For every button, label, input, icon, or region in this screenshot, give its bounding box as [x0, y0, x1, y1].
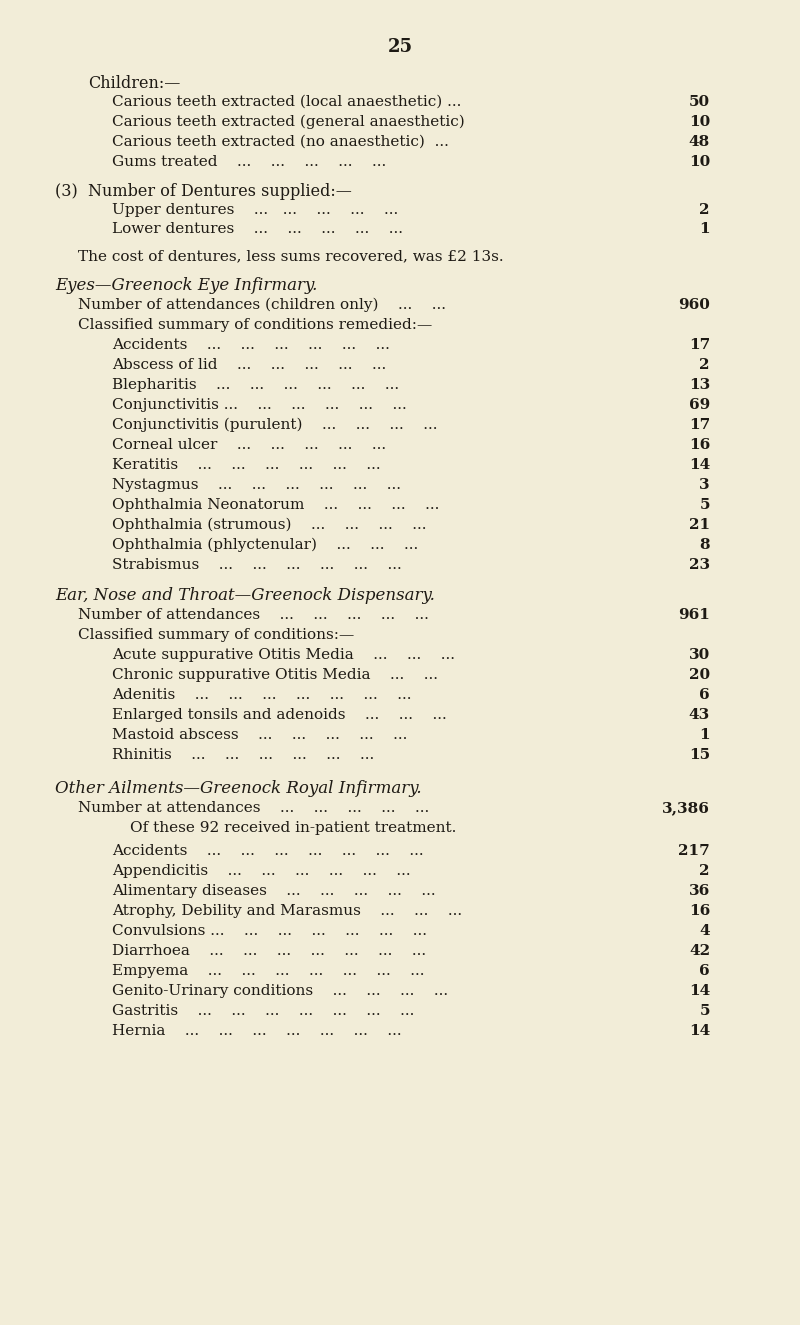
Text: Strabismus    ...    ...    ...    ...    ...    ...: Strabismus ... ... ... ... ... ... [112, 558, 402, 572]
Text: 6: 6 [699, 688, 710, 702]
Text: 69: 69 [689, 398, 710, 412]
Text: Conjunctivitis ...    ...    ...    ...    ...    ...: Conjunctivitis ... ... ... ... ... ... [112, 398, 406, 412]
Text: Keratitis    ...    ...    ...    ...    ...    ...: Keratitis ... ... ... ... ... ... [112, 458, 381, 472]
Text: Carious teeth extracted (no anaesthetic)  ...: Carious teeth extracted (no anaesthetic)… [112, 135, 449, 148]
Text: 5: 5 [699, 1004, 710, 1018]
Text: 25: 25 [387, 38, 413, 56]
Text: Gastritis    ...    ...    ...    ...    ...    ...    ...: Gastritis ... ... ... ... ... ... ... [112, 1004, 414, 1018]
Text: 15: 15 [689, 749, 710, 762]
Text: 8: 8 [699, 538, 710, 553]
Text: 50: 50 [689, 95, 710, 109]
Text: Accidents    ...    ...    ...    ...    ...    ...    ...: Accidents ... ... ... ... ... ... ... [112, 844, 424, 859]
Text: 36: 36 [689, 884, 710, 898]
Text: 13: 13 [689, 378, 710, 392]
Text: Number of attendances (children only)    ...    ...: Number of attendances (children only) ..… [78, 298, 446, 313]
Text: Adenitis    ...    ...    ...    ...    ...    ...    ...: Adenitis ... ... ... ... ... ... ... [112, 688, 411, 702]
Text: Other Ailments—Greenock Royal Infirmary.: Other Ailments—Greenock Royal Infirmary. [55, 780, 422, 798]
Text: Classified summary of conditions:—: Classified summary of conditions:— [78, 628, 354, 643]
Text: Eyes—Greenock Eye Infirmary.: Eyes—Greenock Eye Infirmary. [55, 277, 318, 294]
Text: Appendicitis    ...    ...    ...    ...    ...    ...: Appendicitis ... ... ... ... ... ... [112, 864, 410, 878]
Text: Lower dentures    ...    ...    ...    ...    ...: Lower dentures ... ... ... ... ... [112, 223, 403, 236]
Text: 3,386: 3,386 [662, 802, 710, 815]
Text: 4: 4 [699, 924, 710, 938]
Text: 2: 2 [699, 864, 710, 878]
Text: 14: 14 [689, 984, 710, 998]
Text: 16: 16 [689, 904, 710, 918]
Text: 21: 21 [689, 518, 710, 533]
Text: Rhinitis    ...    ...    ...    ...    ...    ...: Rhinitis ... ... ... ... ... ... [112, 749, 374, 762]
Text: 14: 14 [689, 458, 710, 472]
Text: Accidents    ...    ...    ...    ...    ...    ...: Accidents ... ... ... ... ... ... [112, 338, 390, 352]
Text: Ophthalmia (phlyctenular)    ...    ...    ...: Ophthalmia (phlyctenular) ... ... ... [112, 538, 418, 553]
Text: Upper dentures    ...   ...    ...    ...    ...: Upper dentures ... ... ... ... ... [112, 203, 398, 217]
Text: Hernia    ...    ...    ...    ...    ...    ...    ...: Hernia ... ... ... ... ... ... ... [112, 1024, 402, 1037]
Text: Corneal ulcer    ...    ...    ...    ...    ...: Corneal ulcer ... ... ... ... ... [112, 439, 386, 452]
Text: Gums treated    ...    ...    ...    ...    ...: Gums treated ... ... ... ... ... [112, 155, 386, 170]
Text: Abscess of lid    ...    ...    ...    ...    ...: Abscess of lid ... ... ... ... ... [112, 358, 386, 372]
Text: 16: 16 [689, 439, 710, 452]
Text: 30: 30 [689, 648, 710, 662]
Text: 10: 10 [689, 155, 710, 170]
Text: Ophthalmia Neonatorum    ...    ...    ...    ...: Ophthalmia Neonatorum ... ... ... ... [112, 498, 439, 511]
Text: 3: 3 [699, 478, 710, 492]
Text: Alimentary diseases    ...    ...    ...    ...    ...: Alimentary diseases ... ... ... ... ... [112, 884, 436, 898]
Text: Mastoid abscess    ...    ...    ...    ...    ...: Mastoid abscess ... ... ... ... ... [112, 727, 407, 742]
Text: (3)  Number of Dentures supplied:—: (3) Number of Dentures supplied:— [55, 183, 352, 200]
Text: Carious teeth extracted (general anaesthetic): Carious teeth extracted (general anaesth… [112, 115, 465, 130]
Text: 961: 961 [678, 608, 710, 621]
Text: 960: 960 [678, 298, 710, 311]
Text: 1: 1 [699, 727, 710, 742]
Text: Children:—: Children:— [88, 76, 180, 91]
Text: 17: 17 [689, 417, 710, 432]
Text: Diarrhoea    ...    ...    ...    ...    ...    ...    ...: Diarrhoea ... ... ... ... ... ... ... [112, 943, 426, 958]
Text: 14: 14 [689, 1024, 710, 1037]
Text: 10: 10 [689, 115, 710, 129]
Text: 1: 1 [699, 223, 710, 236]
Text: Chronic suppurative Otitis Media    ...    ...: Chronic suppurative Otitis Media ... ... [112, 668, 438, 682]
Text: Number of attendances    ...    ...    ...    ...    ...: Number of attendances ... ... ... ... ..… [78, 608, 429, 621]
Text: Conjunctivitis (purulent)    ...    ...    ...    ...: Conjunctivitis (purulent) ... ... ... ..… [112, 417, 438, 432]
Text: Carious teeth extracted (local anaesthetic) ...: Carious teeth extracted (local anaesthet… [112, 95, 462, 109]
Text: Enlarged tonsils and adenoids    ...    ...    ...: Enlarged tonsils and adenoids ... ... ..… [112, 708, 446, 722]
Text: Genito-Urinary conditions    ...    ...    ...    ...: Genito-Urinary conditions ... ... ... ..… [112, 984, 448, 998]
Text: 217: 217 [678, 844, 710, 859]
Text: Ophthalmia (strumous)    ...    ...    ...    ...: Ophthalmia (strumous) ... ... ... ... [112, 518, 426, 533]
Text: The cost of dentures, less sums recovered, was £2 13s.: The cost of dentures, less sums recovere… [78, 249, 504, 262]
Text: Ear, Nose and Throat—Greenock Dispensary.: Ear, Nose and Throat—Greenock Dispensary… [55, 587, 435, 604]
Text: Empyema    ...    ...    ...    ...    ...    ...    ...: Empyema ... ... ... ... ... ... ... [112, 965, 425, 978]
Text: Number at attendances    ...    ...    ...    ...    ...: Number at attendances ... ... ... ... ..… [78, 802, 430, 815]
Text: Of these 92 received in-patient treatment.: Of these 92 received in-patient treatmen… [130, 822, 456, 835]
Text: Acute suppurative Otitis Media    ...    ...    ...: Acute suppurative Otitis Media ... ... .… [112, 648, 455, 662]
Text: 23: 23 [689, 558, 710, 572]
Text: Nystagmus    ...    ...    ...    ...    ...    ...: Nystagmus ... ... ... ... ... ... [112, 478, 401, 492]
Text: 48: 48 [689, 135, 710, 148]
Text: 6: 6 [699, 965, 710, 978]
Text: Classified summary of conditions remedied:—: Classified summary of conditions remedie… [78, 318, 432, 333]
Text: 42: 42 [689, 943, 710, 958]
Text: 43: 43 [689, 708, 710, 722]
Text: 20: 20 [689, 668, 710, 682]
Text: 2: 2 [699, 358, 710, 372]
Text: 17: 17 [689, 338, 710, 352]
Text: Blepharitis    ...    ...    ...    ...    ...    ...: Blepharitis ... ... ... ... ... ... [112, 378, 399, 392]
Text: Convulsions ...    ...    ...    ...    ...    ...    ...: Convulsions ... ... ... ... ... ... ... [112, 924, 427, 938]
Text: Atrophy, Debility and Marasmus    ...    ...    ...: Atrophy, Debility and Marasmus ... ... .… [112, 904, 462, 918]
Text: 2: 2 [699, 203, 710, 217]
Text: 5: 5 [699, 498, 710, 511]
